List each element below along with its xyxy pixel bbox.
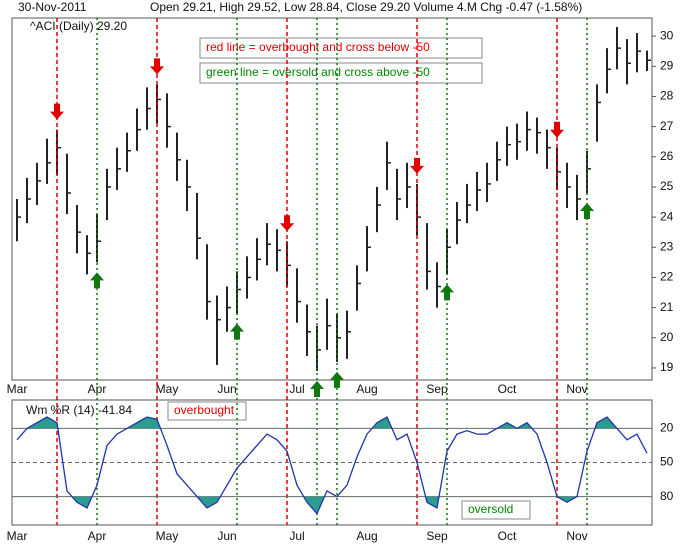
x-tick-label: May [156, 529, 179, 543]
y-tick-label: 20 [660, 330, 674, 344]
annotation: oversold [468, 502, 513, 516]
y-tick-label: 29 [660, 58, 674, 72]
buy-arrow [230, 323, 244, 340]
x-tick-label: Nov [566, 529, 587, 543]
indicator-frame [11, 399, 653, 526]
oversold-area [17, 496, 647, 514]
indicator-line [16, 416, 648, 515]
buy-arrow [440, 284, 454, 301]
x-tick-label: Sep [426, 529, 448, 543]
y-tick-label: 50 [660, 455, 674, 469]
price-frame [11, 17, 653, 381]
x-tick-label: Mar [7, 382, 28, 396]
x-tick-label: Jun [217, 382, 236, 396]
overbought-area [17, 417, 647, 429]
buy-arrow [330, 371, 344, 388]
x-tick-label: Oct [498, 382, 517, 396]
y-tick-label: 23 [660, 239, 674, 253]
y-tick-label: 25 [660, 179, 674, 193]
x-tick-label: Oct [498, 529, 517, 543]
annotation-box [461, 500, 531, 520]
sell-arrow [150, 58, 164, 75]
y-tick-label: 19 [660, 360, 674, 374]
x-tick-label: Apr [88, 529, 107, 543]
x-tick-label: Aug [356, 529, 377, 543]
quote-line: Open 29.21, High 29.52, Low 28.84, Close… [150, 0, 582, 14]
annotation-box [199, 62, 483, 84]
annotation: red line = overbought and cross below -5… [206, 40, 430, 54]
x-tick-label: Aug [356, 382, 377, 396]
annotation-box [199, 37, 483, 59]
chart-date: 30-Nov-2011 [18, 0, 87, 14]
buy-arrow [310, 380, 324, 397]
sell-arrow [550, 121, 564, 138]
y-tick-label: 26 [660, 149, 674, 163]
sell-arrow [410, 157, 424, 174]
x-tick-label: Jul [289, 382, 304, 396]
y-tick-label: 30 [660, 28, 674, 42]
annotation-box [167, 401, 247, 421]
x-tick-label: Nov [566, 382, 587, 396]
y-tick-label: 80 [660, 489, 674, 503]
y-tick-label: 28 [660, 89, 674, 103]
x-tick-label: May [156, 382, 179, 396]
legend: ^ACI (Daily) 29.20 [30, 19, 127, 33]
y-tick-label: 21 [660, 300, 674, 314]
y-tick-label: 20 [660, 421, 674, 435]
y-tick-label: 24 [660, 209, 674, 223]
annotation: green line = oversold and cross above -5… [206, 65, 430, 79]
indicator-title: Wm %R (14) -41.84 [26, 403, 132, 417]
sell-arrow [50, 103, 64, 120]
annotation: overbought [174, 403, 235, 417]
x-tick-label: Mar [7, 529, 28, 543]
x-tick-label: Sep [426, 382, 448, 396]
y-tick-label: 22 [660, 270, 674, 284]
buy-arrow [580, 202, 594, 219]
buy-arrow [90, 272, 104, 289]
x-tick-label: Jul [289, 529, 304, 543]
y-tick-label: 27 [660, 119, 674, 133]
x-tick-label: Jun [217, 529, 236, 543]
sell-arrow [280, 215, 294, 232]
